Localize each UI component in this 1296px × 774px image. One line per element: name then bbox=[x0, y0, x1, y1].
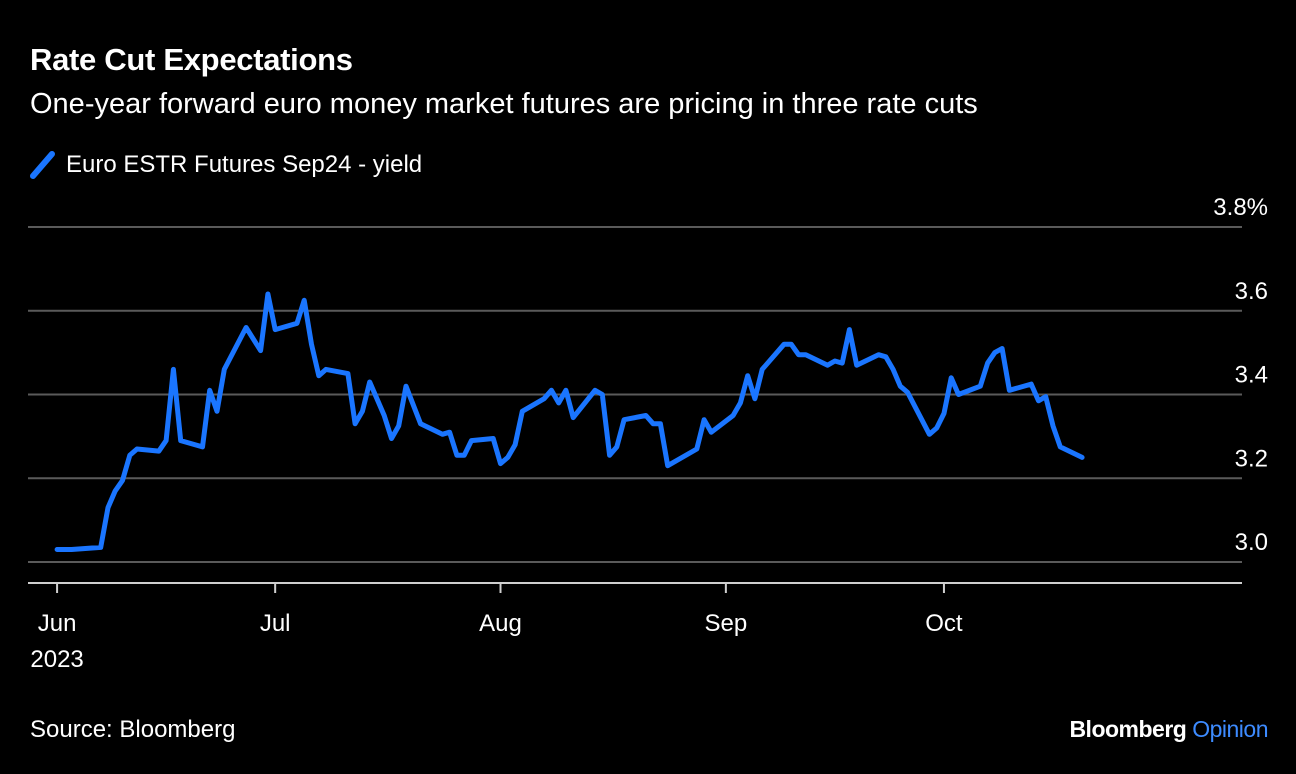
y-tick-label: 3.2 bbox=[1235, 445, 1268, 472]
brand-main: Bloomberg bbox=[1069, 716, 1187, 742]
legend-label: Euro ESTR Futures Sep24 - yield bbox=[66, 151, 423, 178]
x-tick-label: Aug bbox=[479, 610, 522, 637]
y-tick-label: 3.8% bbox=[1213, 194, 1268, 221]
chart-title: Rate Cut Expectations bbox=[30, 42, 353, 77]
y-tick-label: 3.0 bbox=[1235, 529, 1268, 556]
x-year-label: 2023 bbox=[30, 646, 83, 673]
legend: Euro ESTR Futures Sep24 - yield bbox=[30, 150, 422, 180]
chart-subtitle: One-year forward euro money market futur… bbox=[30, 88, 978, 120]
x-tick-label: Oct bbox=[925, 610, 963, 637]
brand-accent: Opinion bbox=[1192, 716, 1268, 742]
x-tick-label: Jul bbox=[260, 610, 291, 637]
x-tick-label: Sep bbox=[705, 610, 748, 637]
y-tick-label: 3.6 bbox=[1235, 278, 1268, 305]
source-note: Source: Bloomberg bbox=[30, 716, 236, 743]
y-tick-label: 3.4 bbox=[1235, 362, 1268, 389]
brand-logo: Bloomberg Opinion bbox=[1069, 716, 1268, 743]
x-tick-label: Jun bbox=[38, 610, 77, 637]
series-line bbox=[54, 291, 1085, 552]
legend-line-icon bbox=[30, 151, 55, 179]
